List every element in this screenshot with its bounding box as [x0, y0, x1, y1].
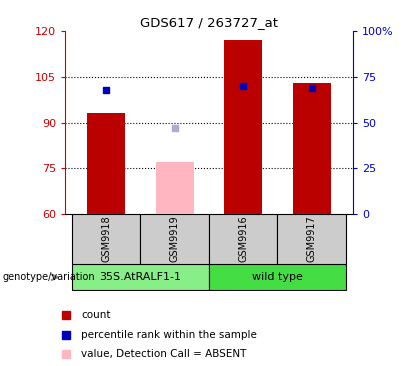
Bar — [209, 264, 346, 291]
Bar — [209, 214, 278, 264]
Text: GSM9917: GSM9917 — [307, 216, 317, 262]
Bar — [278, 214, 346, 264]
Text: percentile rank within the sample: percentile rank within the sample — [81, 330, 257, 340]
Text: genotype/variation: genotype/variation — [2, 272, 95, 282]
Text: GSM9919: GSM9919 — [170, 216, 180, 262]
Bar — [156, 162, 194, 214]
Text: wild type: wild type — [252, 272, 303, 282]
Bar — [72, 264, 209, 291]
Text: value, Detection Call = ABSENT: value, Detection Call = ABSENT — [81, 349, 247, 359]
Text: count: count — [81, 310, 111, 320]
Bar — [140, 214, 209, 264]
Text: GSM9918: GSM9918 — [101, 216, 111, 262]
Bar — [293, 83, 331, 214]
Bar — [87, 113, 125, 214]
Text: GSM9916: GSM9916 — [238, 216, 248, 262]
Text: 35S.AtRALF1-1: 35S.AtRALF1-1 — [100, 272, 181, 282]
Title: GDS617 / 263727_at: GDS617 / 263727_at — [140, 15, 278, 29]
Bar — [224, 40, 262, 214]
Bar — [72, 214, 140, 264]
